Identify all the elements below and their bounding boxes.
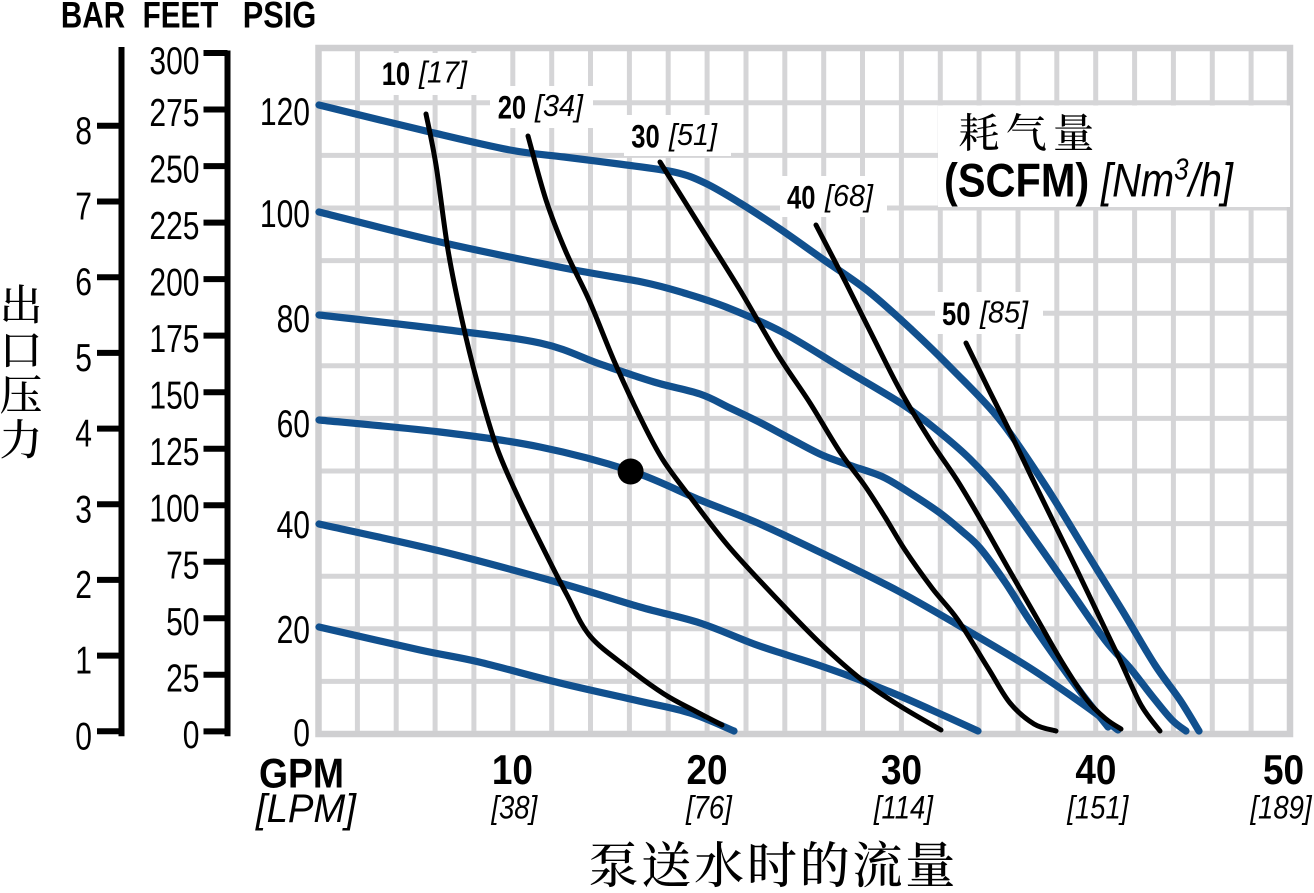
svg-text:25: 25	[166, 658, 199, 700]
svg-text:100: 100	[260, 193, 310, 235]
svg-text:75: 75	[166, 545, 199, 587]
svg-text:5: 5	[75, 337, 92, 379]
svg-text:40: 40	[787, 181, 815, 216]
svg-text:[Nm3/h]: [Nm3/h]	[1100, 152, 1235, 207]
svg-text:[151]: [151]	[1066, 791, 1129, 826]
svg-text:2: 2	[75, 564, 92, 606]
svg-text:[17]: [17]	[418, 56, 468, 90]
svg-text:0: 0	[293, 712, 310, 754]
svg-text:150: 150	[149, 375, 199, 417]
svg-text:10: 10	[492, 747, 533, 794]
svg-text:[85]: [85]	[979, 296, 1029, 330]
svg-text:40: 40	[1075, 747, 1116, 794]
svg-text:[68]: [68]	[824, 179, 874, 213]
svg-text:6: 6	[75, 262, 92, 304]
svg-text:200: 200	[149, 262, 199, 304]
svg-text:20: 20	[686, 747, 727, 794]
svg-text:[189]: [189]	[1249, 791, 1312, 826]
svg-text:80: 80	[277, 298, 310, 340]
svg-text:[34]: [34]	[534, 89, 584, 123]
svg-text:BAR: BAR	[61, 0, 125, 36]
svg-text:[51]: [51]	[668, 118, 718, 152]
svg-text:250: 250	[149, 149, 199, 191]
svg-text:175: 175	[149, 319, 199, 361]
svg-text:[LPM]: [LPM]	[255, 787, 357, 831]
svg-text:4: 4	[75, 413, 92, 455]
svg-text:20: 20	[498, 91, 526, 126]
svg-text:125: 125	[149, 432, 199, 474]
svg-text:30: 30	[631, 120, 659, 155]
svg-text:20: 20	[277, 609, 310, 651]
svg-text:300: 300	[149, 40, 199, 82]
svg-text:1: 1	[75, 640, 92, 682]
svg-text:60: 60	[277, 403, 310, 445]
svg-text:GPM: GPM	[259, 751, 344, 797]
svg-text:[38]: [38]	[490, 791, 537, 826]
svg-text:3: 3	[75, 489, 92, 531]
svg-text:[114]: [114]	[873, 791, 934, 826]
svg-text:8: 8	[75, 110, 92, 152]
svg-text:40: 40	[277, 504, 310, 546]
svg-text:50: 50	[942, 297, 970, 332]
svg-text:(SCFM): (SCFM)	[944, 155, 1089, 207]
svg-text:FEET: FEET	[143, 0, 219, 36]
svg-text:225: 225	[149, 206, 199, 248]
svg-text:30: 30	[881, 747, 922, 794]
svg-text:0: 0	[75, 716, 92, 758]
svg-text:100: 100	[149, 488, 199, 530]
svg-text:10: 10	[382, 57, 410, 92]
svg-text:7: 7	[75, 186, 92, 228]
svg-text:120: 120	[260, 91, 310, 133]
svg-text:0: 0	[183, 714, 200, 756]
svg-text:[76]: [76]	[685, 791, 732, 826]
svg-text:PSIG: PSIG	[243, 0, 316, 36]
svg-text:50: 50	[166, 601, 199, 643]
svg-text:275: 275	[149, 93, 199, 135]
svg-text:50: 50	[1263, 747, 1304, 794]
